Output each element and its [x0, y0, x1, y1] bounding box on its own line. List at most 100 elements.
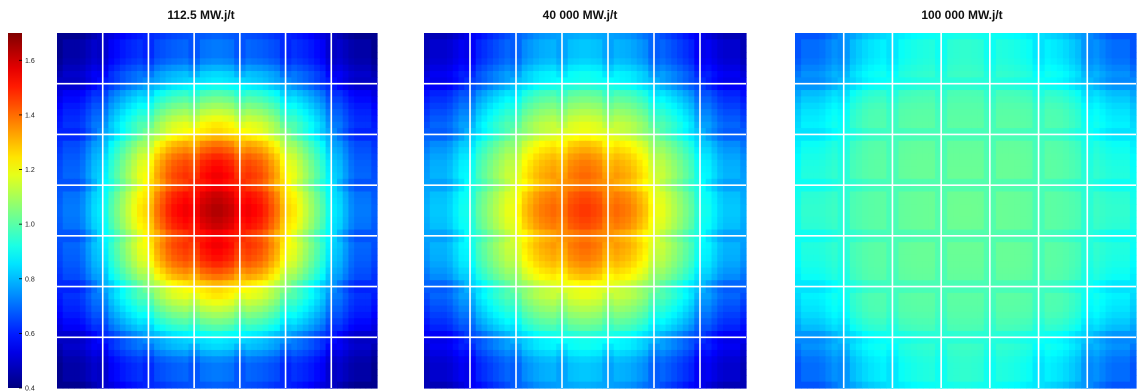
heatmap-subcell: [498, 71, 506, 78]
heatmap-subcell: [435, 134, 442, 142]
heatmap-subcell: [365, 254, 372, 262]
heatmap-subcell: [142, 362, 150, 370]
heatmap-subcell: [199, 261, 207, 269]
heatmap-subcell: [148, 166, 155, 174]
heatmap-subcell: [579, 45, 586, 53]
heatmap-subcell: [188, 197, 195, 205]
heatmap-subcell: [573, 134, 580, 142]
heatmap-subcell: [199, 64, 207, 72]
heatmap-subcell: [234, 83, 241, 91]
heatmap-subcell: [642, 134, 649, 142]
heatmap-subcell: [452, 147, 460, 155]
heatmap-subcell: [671, 153, 678, 161]
heatmap-subcell: [435, 109, 442, 117]
heatmap-subcell: [285, 273, 292, 281]
heatmap-subcell: [429, 33, 437, 40]
heatmap-subcell: [165, 64, 172, 72]
heatmap-subcell: [291, 235, 298, 243]
heatmap-subcell: [137, 178, 144, 186]
heatmap-subcell: [114, 71, 121, 78]
heatmap-subcell: [148, 185, 155, 193]
heatmap-subcell: [245, 286, 252, 294]
heatmap-subcell: [131, 280, 138, 288]
heatmap-subcell: [562, 153, 569, 161]
heatmap-subcell: [579, 210, 586, 218]
heatmap-subcell: [682, 52, 690, 59]
heatmap-subcell: [354, 96, 361, 104]
heatmap-cell: [700, 83, 747, 136]
heatmap-subcell: [62, 115, 70, 123]
heatmap-subcell: [682, 128, 690, 136]
heatmap-subcell: [188, 77, 195, 85]
heatmap-subcell: [251, 109, 258, 117]
heatmap-subcell: [154, 109, 161, 117]
heatmap-subcell: [108, 159, 115, 167]
heatmap-subcell: [91, 153, 98, 161]
heatmap-subcell: [562, 147, 569, 155]
heatmap-subcell: [91, 90, 98, 97]
heatmap-subcell: [268, 324, 275, 332]
heatmap-subcell: [481, 52, 488, 59]
heatmap-subcell: [57, 324, 64, 332]
heatmap-subcell: [550, 52, 557, 59]
heatmap-subcell: [481, 45, 488, 53]
heatmap-subcell: [348, 286, 355, 294]
heatmap-subcell: [165, 381, 172, 389]
heatmap-subcell: [342, 77, 350, 85]
heatmap-subcell: [285, 77, 292, 85]
heatmap-subcell: [308, 261, 315, 269]
heatmap-subcell: [579, 140, 586, 148]
heatmap-subcell: [177, 77, 184, 85]
heatmap-subcell: [613, 197, 621, 205]
heatmap-subcell: [102, 172, 110, 180]
heatmap-subcell: [308, 210, 315, 218]
heatmap-subcell: [544, 134, 552, 142]
heatmap-subcell: [435, 229, 442, 237]
heatmap-subcell: [365, 343, 372, 351]
heatmap-subcell: [114, 185, 121, 193]
heatmap-subcell: [371, 71, 378, 78]
heatmap-subcell: [177, 33, 184, 40]
heatmap-subcell: [279, 292, 287, 300]
heatmap-subcell: [125, 381, 132, 389]
heatmap-subcell: [493, 96, 500, 104]
heatmap-subcell: [91, 77, 98, 85]
heatmap-subcell: [68, 102, 75, 110]
heatmap-subcell: [79, 185, 87, 193]
heatmap-subcell: [590, 191, 598, 199]
heatmap-subcell: [337, 311, 344, 319]
heatmap-subcell: [148, 235, 155, 243]
heatmap-subcell: [268, 248, 275, 256]
heatmap-subcell: [579, 216, 586, 224]
heatmap-subcell: [188, 140, 195, 148]
heatmap-subcell: [62, 90, 70, 97]
heatmap-subcell: [159, 121, 167, 129]
heatmap-subcell: [510, 140, 517, 148]
heatmap-subcell: [194, 197, 201, 205]
heatmap-subcell: [194, 324, 201, 332]
heatmap-subcell: [97, 362, 104, 370]
heatmap-subcell: [279, 109, 287, 117]
heatmap-subcell: [154, 185, 161, 193]
heatmap-subcell: [705, 159, 713, 167]
heatmap-subcell: [199, 159, 207, 167]
heatmap-subcell: [694, 39, 701, 47]
heatmap-subcell: [91, 267, 98, 275]
heatmap-subcell: [194, 349, 201, 357]
heatmap-subcell: [177, 178, 184, 186]
heatmap-subcell: [228, 248, 235, 256]
heatmap-subcell: [688, 185, 695, 193]
heatmap-subcell: [464, 102, 471, 110]
heatmap-subcell: [194, 318, 201, 326]
heatmap-subcell: [57, 305, 64, 313]
heatmap-subcell: [62, 381, 70, 389]
heatmap-subcell: [371, 305, 378, 313]
heatmap-subcell: [447, 45, 454, 53]
heatmap-subcell: [470, 229, 477, 237]
heatmap-subcell: [142, 39, 150, 47]
heatmap-subcell: [342, 311, 350, 319]
heatmap-subcell: [114, 210, 121, 218]
heatmap-subcell: [79, 115, 87, 123]
heatmap-subcell: [464, 229, 471, 237]
heatmap-subcell: [636, 210, 644, 218]
